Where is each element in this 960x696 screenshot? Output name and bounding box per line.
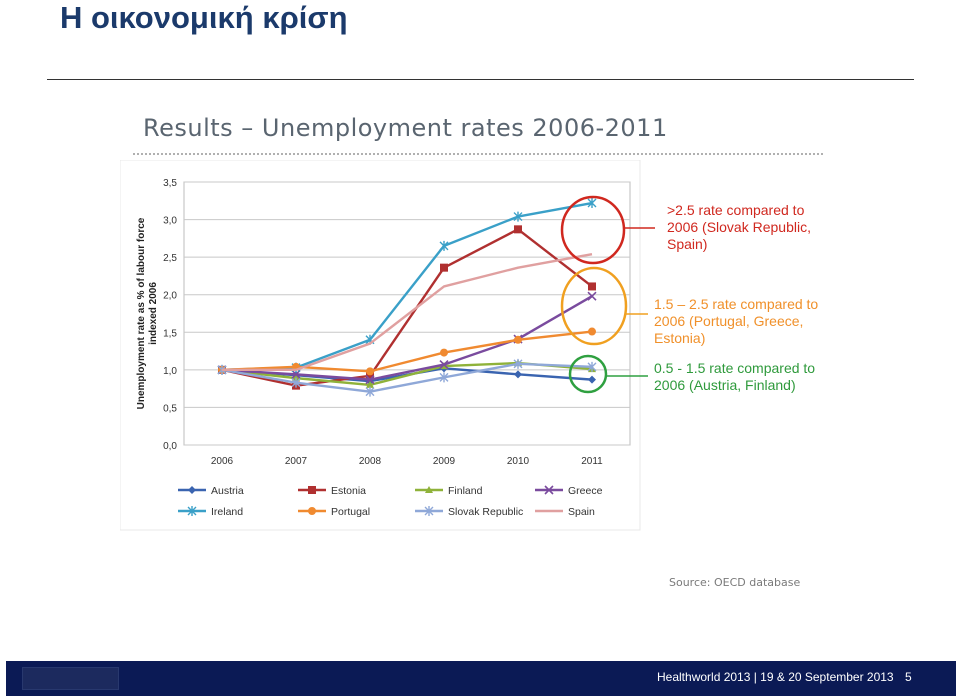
annotation-low: 0.5 - 1.5 rate compared to 2006 (Austria… [654, 360, 816, 393]
data-point-portugal [588, 327, 596, 336]
legend-marker-austria [188, 486, 196, 494]
orange-highlight-circle [560, 266, 628, 346]
y-tick-label: 2,0 [163, 291, 177, 302]
data-point-finland [292, 374, 300, 382]
y-axis-label: Unemployment rate as % of labour forcein… [136, 217, 159, 409]
data-point-portugal [440, 348, 448, 357]
data-point-greece [587, 291, 597, 301]
y-tick-label: 3,5 [163, 178, 177, 189]
legend-marker-slovak-republic [424, 506, 434, 516]
x-tick-label: 2006 [211, 456, 234, 467]
data-point-ireland [439, 240, 449, 251]
legend-marker-ireland [187, 506, 197, 516]
data-point-ireland [513, 211, 523, 222]
figure-heading: Results – Unemployment rates 2006-2011 [143, 114, 668, 142]
data-point-estonia [514, 225, 522, 234]
legend-marker-greece [544, 485, 554, 495]
data-point-portugal [366, 367, 374, 376]
data-point-estonia [440, 263, 448, 272]
series-line-portugal [221, 330, 593, 373]
x-tick-label: 2009 [433, 456, 456, 467]
legend-label-spain: Spain [568, 506, 595, 518]
annotation-mid: 1.5 – 2.5 rate compared to 2006 (Portuga… [654, 296, 819, 346]
y-tick-label: 2,5 [163, 253, 177, 264]
y-tick-label: 0,0 [163, 441, 177, 452]
y-tick-label: 1,0 [163, 366, 177, 377]
red-highlight-circle [560, 195, 626, 265]
annotation-high: >2.5 rate compared to 2006 (Slovak Repub… [667, 202, 811, 252]
footer-bar [6, 661, 956, 696]
legend-label-estonia: Estonia [331, 485, 366, 497]
legend-marker-estonia [308, 486, 316, 494]
footer-logo-box [22, 667, 119, 690]
data-point-slovak-republic [439, 372, 449, 383]
legend-label-ireland: Ireland [211, 506, 243, 518]
y-tick-label: 0,5 [163, 403, 177, 414]
data-point-slovak-republic [291, 377, 301, 388]
data-point-slovak-republic [587, 361, 597, 372]
x-tick-label: 2008 [359, 456, 382, 467]
data-point-slovak-republic [365, 386, 375, 397]
data-point-estonia [588, 282, 596, 291]
x-tick-label: 2010 [507, 456, 530, 467]
legend-label-austria: Austria [211, 485, 244, 497]
legend-label-portugal: Portugal [331, 506, 370, 518]
series-line-greece [221, 295, 593, 381]
legend-label-slovak-republic: Slovak Republic [448, 506, 523, 518]
slide-title: Η οικονομική κρίση [60, 0, 348, 35]
series-line-spain [222, 252, 593, 372]
x-tick-label: 2011 [581, 456, 603, 467]
data-point-greece [365, 375, 375, 385]
data-point-austria [588, 375, 596, 384]
y-tick-label: 1,5 [163, 328, 177, 339]
title-divider [47, 79, 914, 80]
data-point-ireland [587, 198, 597, 209]
y-tick-label: 3,0 [163, 216, 177, 227]
legend-label-greece: Greece [568, 485, 603, 497]
data-point-portugal [514, 335, 522, 344]
x-tick-label: 2007 [285, 456, 308, 467]
series-line-estonia [221, 228, 593, 387]
source-note: Source: OECD database [669, 576, 801, 589]
green-highlight-circle [568, 354, 608, 394]
data-point-slovak-republic [513, 358, 523, 369]
data-point-austria [514, 370, 522, 379]
data-point-greece [291, 369, 301, 379]
page-number: 5 [905, 670, 912, 684]
unemployment-line-chart: 0,0 0,5 1,0 1,5 2,0 2,5 3,0 3,5 2006 2007 2008 2009… [120, 160, 641, 531]
legend-marker-finland [425, 486, 433, 493]
legend-marker-portugal [308, 507, 316, 515]
data-point-finland [366, 380, 374, 388]
footer-text: Healthworld 2013 | 19 & 20 September 201… [657, 670, 894, 684]
legend-label-finland: Finland [448, 485, 483, 497]
heading-dotted-rule [133, 153, 823, 155]
chart-frame [120, 160, 641, 531]
series-line-slovak-republic [221, 362, 593, 393]
data-point-greece [439, 360, 449, 370]
data-point-estonia [366, 371, 374, 380]
